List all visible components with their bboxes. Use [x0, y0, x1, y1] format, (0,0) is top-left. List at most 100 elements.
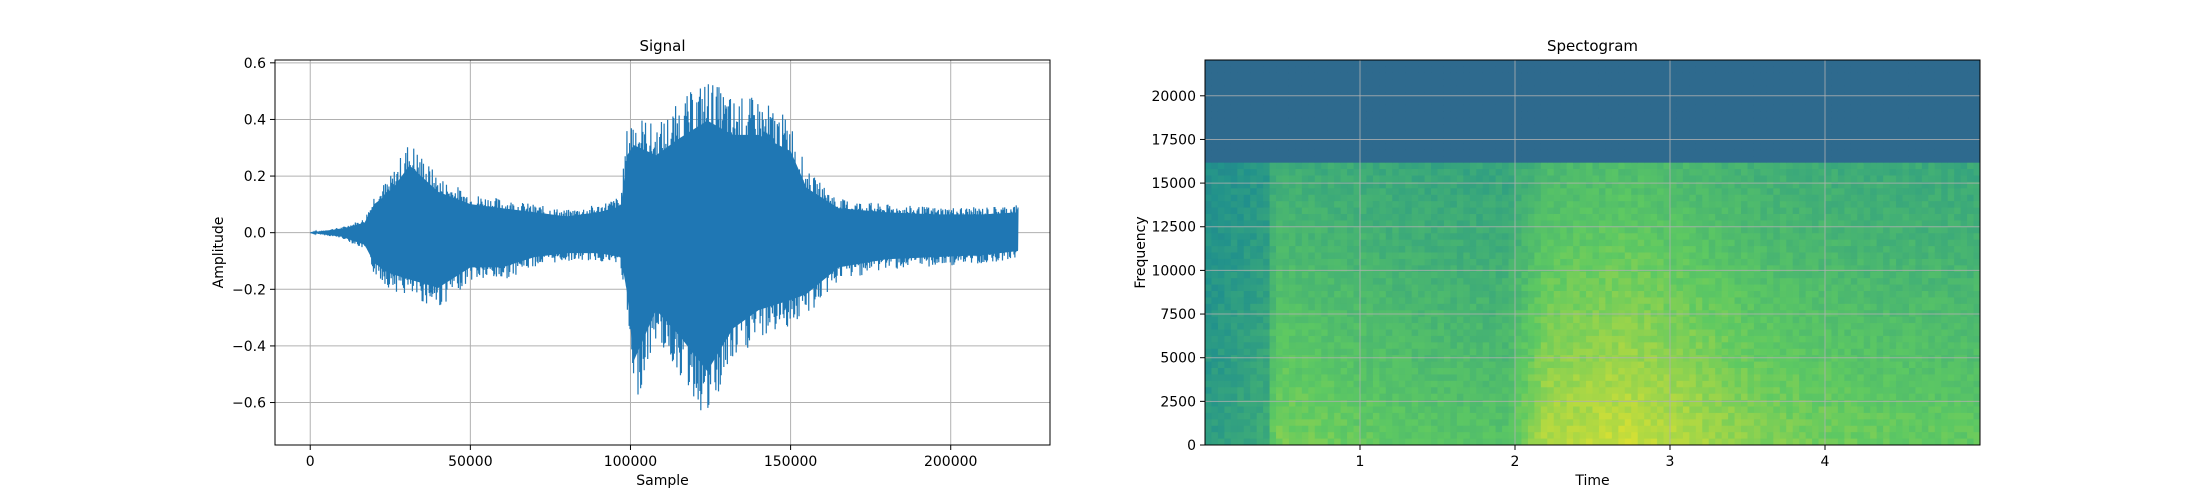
- spectrogram-cell: [1476, 137, 1484, 145]
- spectrogram-cell: [1527, 406, 1535, 414]
- spectrogram-cell: [1463, 156, 1471, 164]
- spectrogram-cell: [1721, 149, 1729, 157]
- spectrogram-cell: [1469, 400, 1477, 408]
- spectrogram-cell: [1398, 124, 1406, 132]
- spectrogram-cell: [1663, 117, 1671, 125]
- spectrogram-cell: [1263, 271, 1271, 279]
- spectrogram-cell: [1366, 271, 1374, 279]
- spectrogram-cell: [1372, 98, 1380, 106]
- spectrogram-cell: [1463, 188, 1471, 196]
- spectrogram-cell: [1579, 412, 1587, 420]
- spectrogram-cell: [1392, 374, 1400, 382]
- spectrogram-cell: [1631, 335, 1639, 343]
- spectrogram-cell: [1482, 380, 1490, 388]
- spectrogram-cell: [1611, 162, 1619, 170]
- spectrogram-cell: [1450, 412, 1458, 420]
- spectrogram-cell: [1301, 400, 1309, 408]
- spectrogram-cell: [1366, 368, 1374, 376]
- spectrogram-cell: [1695, 98, 1703, 106]
- spectrogram-cell: [1682, 406, 1690, 414]
- spectrogram-cell: [1340, 239, 1348, 247]
- spectrogram-cell: [1527, 342, 1535, 350]
- spectrogram-cell: [1489, 214, 1497, 222]
- spectrogram-cell: [1353, 425, 1361, 433]
- spectrogram-cell: [1469, 297, 1477, 305]
- spectrogram-cell: [1308, 201, 1316, 209]
- spectrogram-cell: [1598, 124, 1607, 132]
- spectrogram-cell: [1482, 271, 1490, 279]
- spectrogram-cell: [1715, 348, 1723, 356]
- spectrogram-cell: [1431, 316, 1439, 324]
- spectrogram-cell: [1631, 303, 1639, 311]
- spectrogram-cell: [1263, 207, 1271, 215]
- spectrogram-cell: [1392, 207, 1400, 215]
- spectrogram-cell: [1224, 374, 1232, 382]
- spectrogram-cell: [1715, 226, 1723, 234]
- spectrogram-cell: [1644, 149, 1652, 157]
- spectrogram-cell: [1334, 194, 1342, 202]
- spectrogram-cell: [1728, 258, 1736, 266]
- spectrogram-cell: [1347, 181, 1355, 189]
- spectrogram-cell: [1237, 258, 1245, 266]
- spectrogram-cell: [1263, 297, 1271, 305]
- spectrogram-cell: [1695, 406, 1703, 414]
- spectrogram-cell: [1547, 438, 1555, 445]
- spectrogram-cell: [1540, 412, 1548, 420]
- spectrogram-cell: [1443, 406, 1452, 414]
- spectrogram-cell: [1624, 149, 1632, 157]
- spectrogram-cell: [1443, 348, 1452, 356]
- spectrogram-cell: [1605, 265, 1613, 273]
- spectrogram-cell: [1469, 361, 1477, 369]
- spectrogram-cell: [1695, 246, 1703, 254]
- spectrogram-cell: [1702, 239, 1710, 247]
- spectrogram-cell: [1586, 374, 1594, 382]
- spectrogram-cell: [1586, 104, 1594, 112]
- spectrogram-cell: [1553, 66, 1561, 74]
- spectrogram-cell: [1211, 156, 1219, 164]
- spectrogram-cell: [1340, 98, 1348, 106]
- spectrogram-cell: [1411, 137, 1419, 145]
- spectrogram-cell: [1560, 72, 1568, 80]
- spectrogram-cell: [1250, 374, 1258, 382]
- spectrogram-cell: [1243, 380, 1251, 388]
- spectrogram-cell: [1282, 323, 1290, 331]
- spectrogram-cell: [1224, 265, 1232, 273]
- spectrogram-cell: [1631, 348, 1639, 356]
- spectrogram-cell: [1217, 124, 1225, 132]
- spectrogram-cell: [1618, 335, 1626, 343]
- spectrogram-cell: [1366, 342, 1374, 350]
- spectrogram-cell: [1269, 143, 1277, 151]
- spectrogram-cell: [1721, 265, 1729, 273]
- spectrogram-cell: [1230, 130, 1238, 138]
- spectrogram-cell: [1411, 188, 1419, 196]
- spectrogram-cell: [1321, 72, 1329, 80]
- spectrogram-cell: [1644, 85, 1652, 93]
- spectrogram-cell: [1605, 149, 1613, 157]
- spectrogram-cell: [1340, 291, 1348, 299]
- spectrogram-cell: [1547, 207, 1555, 215]
- spectrogram-cell: [1237, 246, 1245, 254]
- spectrogram-cell: [1663, 201, 1671, 209]
- spectrogram-cell: [1211, 258, 1219, 266]
- spectrogram-cell: [1566, 66, 1574, 74]
- spectrogram-cell: [1553, 335, 1561, 343]
- spectrogram-cell: [1586, 361, 1594, 369]
- spectrogram-cell: [1547, 239, 1555, 247]
- spectrogram-cell: [1695, 226, 1703, 234]
- spectrogram-cell: [1314, 226, 1322, 234]
- spectrogram-cell: [1573, 438, 1581, 445]
- spectrogram-cell: [1205, 291, 1213, 299]
- spectrogram-cell: [1443, 98, 1452, 106]
- spectrogram-cell: [1676, 117, 1684, 125]
- spectrogram-cell: [1715, 387, 1723, 395]
- spectrogram-cell: [1489, 181, 1497, 189]
- spectrogram-cell: [1250, 271, 1258, 279]
- spectrogram-cell: [1527, 220, 1535, 228]
- spectrogram-cell: [1476, 387, 1484, 395]
- spectrogram-cell: [1618, 406, 1626, 414]
- spectrogram-cell: [1560, 278, 1568, 286]
- spectrogram-cell: [1695, 380, 1703, 388]
- spectrogram-cell: [1637, 104, 1645, 112]
- spectrogram-cell: [1547, 278, 1555, 286]
- spectrogram-cell: [1502, 291, 1510, 299]
